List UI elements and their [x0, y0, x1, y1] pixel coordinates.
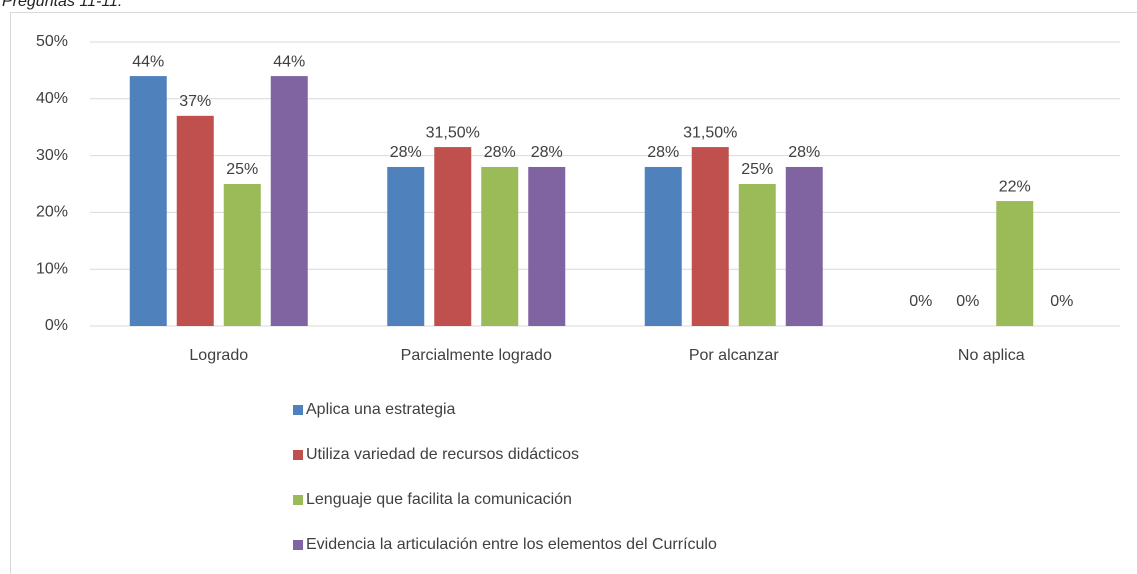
- data-label: 28%: [390, 144, 422, 161]
- bar: [176, 115, 214, 326]
- legend-swatch: [293, 495, 303, 505]
- bar: [996, 201, 1034, 326]
- x-tick-label: Logrado: [189, 347, 248, 364]
- chart-frame: [10, 12, 1137, 574]
- bar: [270, 76, 308, 326]
- data-label: 25%: [226, 161, 258, 178]
- data-label: 0%: [909, 293, 932, 310]
- data-label: 0%: [1050, 293, 1073, 310]
- data-label: 22%: [999, 178, 1031, 195]
- bar: [223, 184, 261, 326]
- data-label: 31,50%: [683, 124, 737, 141]
- legend-label: Lenguaje que facilita la comunicación: [306, 491, 572, 508]
- legend-label: Utiliza variedad de recursos didácticos: [306, 446, 579, 463]
- x-tick-label: Por alcanzar: [689, 347, 779, 364]
- bar: [528, 166, 566, 326]
- caption: Preguntas 11-11.: [2, 0, 122, 10]
- x-tick-label: No aplica: [958, 347, 1025, 364]
- data-label: 0%: [956, 293, 979, 310]
- legend-swatch: [293, 405, 303, 415]
- data-label: 28%: [788, 144, 820, 161]
- data-label: 31,50%: [426, 124, 480, 141]
- legend-label: Evidencia la articulación entre los elem…: [306, 536, 717, 553]
- y-tick-label: 10%: [36, 260, 68, 277]
- data-label: 28%: [531, 144, 563, 161]
- bar: [434, 147, 472, 326]
- bar: [738, 184, 776, 326]
- y-tick-label: 50%: [36, 33, 68, 50]
- y-tick-label: 0%: [45, 317, 68, 334]
- legend-swatch: [293, 450, 303, 460]
- x-tick-label: Parcialmente logrado: [401, 347, 552, 364]
- bar: [644, 166, 682, 326]
- data-label: 28%: [647, 144, 679, 161]
- bar: [481, 166, 519, 326]
- bar: [785, 166, 823, 326]
- y-tick-label: 40%: [36, 90, 68, 107]
- data-label: 37%: [179, 93, 211, 110]
- data-label: 44%: [132, 53, 164, 70]
- y-tick-label: 30%: [36, 147, 68, 164]
- legend-swatch: [293, 540, 303, 550]
- y-tick-label: 20%: [36, 204, 68, 221]
- bar: [691, 147, 729, 326]
- data-label: 44%: [273, 53, 305, 70]
- data-label: 25%: [741, 161, 773, 178]
- bar: [387, 166, 425, 326]
- legend-label: Aplica una estrategia: [306, 401, 456, 418]
- data-label: 28%: [484, 144, 516, 161]
- bar: [129, 76, 167, 326]
